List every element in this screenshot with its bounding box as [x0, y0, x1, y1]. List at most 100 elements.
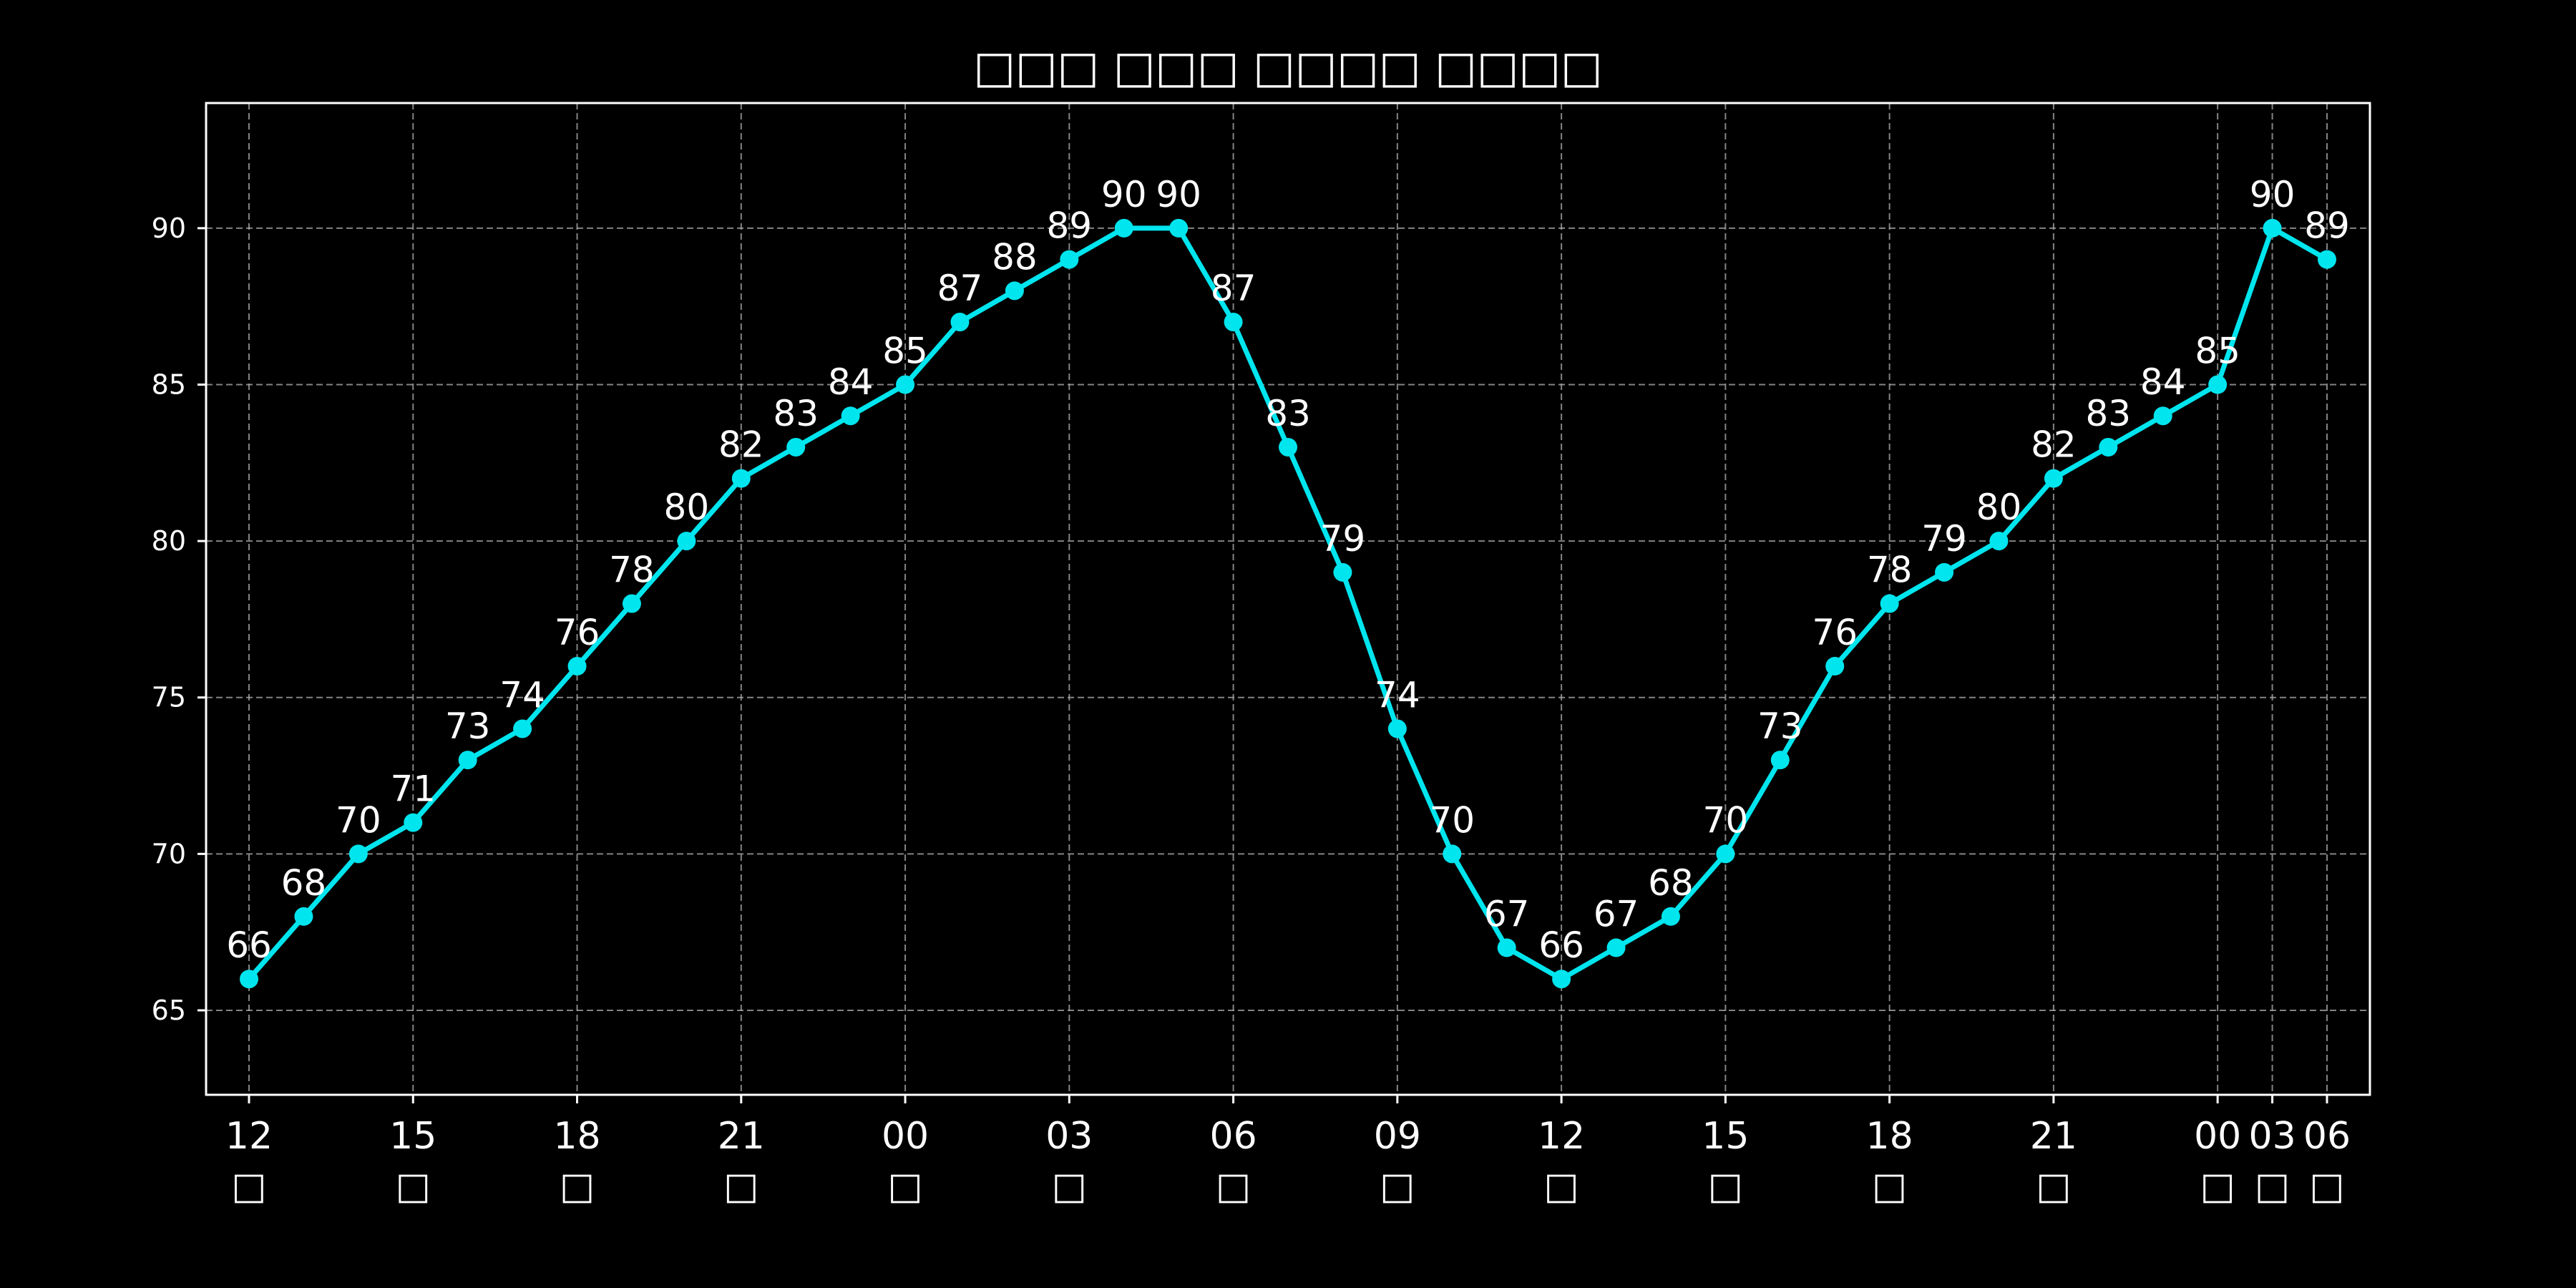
x-tick-day: □: [887, 1165, 922, 1208]
data-label: 73: [1757, 706, 1803, 747]
data-label: 68: [1648, 862, 1694, 904]
data-point: [1005, 281, 1024, 301]
x-tick-day: □: [2200, 1165, 2235, 1208]
data-point: [567, 657, 587, 676]
data-point: [841, 406, 860, 426]
data-label: 90: [1156, 174, 1201, 215]
x-tick-day: □: [396, 1165, 431, 1208]
data-label: 83: [2086, 393, 2132, 434]
data-label: 66: [226, 924, 272, 966]
data-label: 78: [609, 550, 655, 591]
y-tick-label: 90: [152, 213, 186, 244]
data-label: 83: [1265, 393, 1311, 434]
data-label: 80: [664, 487, 710, 528]
data-point: [2208, 375, 2228, 394]
data-point: [294, 907, 313, 926]
x-tick-day: □: [1872, 1165, 1907, 1208]
data-label: 67: [1484, 894, 1530, 935]
x-tick-hour: 21: [718, 1115, 765, 1158]
y-tick-label: 80: [152, 525, 186, 557]
y-tick-label: 65: [152, 995, 186, 1026]
series-temperature: [240, 218, 2336, 989]
data-label: 90: [2250, 174, 2296, 215]
x-tick-hour: 03: [2248, 1115, 2296, 1158]
data-label: 85: [882, 331, 928, 372]
x-tick-day: □: [231, 1165, 266, 1208]
series-line: [247, 225, 2328, 982]
data-point: [1935, 562, 1954, 582]
x-tick-hour: 15: [389, 1115, 436, 1158]
x-tick-day: □: [2255, 1165, 2290, 1208]
data-label: 76: [1812, 612, 1858, 653]
data-label: 84: [2140, 361, 2186, 403]
data-label: 78: [1867, 550, 1913, 591]
data-point: [1770, 751, 1790, 770]
data-point: [2318, 250, 2336, 269]
y-tick-label: 70: [152, 838, 186, 869]
data-label: 89: [1047, 205, 1093, 247]
data-point: [1606, 938, 1626, 957]
data-point: [2153, 406, 2172, 426]
data-point: [1989, 532, 2009, 551]
data-label: 71: [390, 769, 436, 810]
data-point: [1552, 970, 1571, 989]
y-axis: 65 70 75 80 85 90: [152, 213, 206, 1026]
data-label: 87: [1211, 268, 1257, 309]
data-point: [1169, 218, 1189, 238]
x-tick-hour: 12: [1538, 1115, 1585, 1158]
data-point: [1279, 437, 1297, 457]
data-label: 89: [2304, 205, 2350, 247]
data-label: 90: [1101, 174, 1147, 215]
data-label: 70: [1429, 799, 1475, 841]
x-tick-hour: 03: [1045, 1115, 1093, 1158]
x-tick-day: □: [723, 1165, 758, 1208]
x-tick-hour: 12: [225, 1115, 273, 1158]
data-point: [1497, 938, 1516, 957]
data-label: 73: [445, 706, 491, 747]
data-label: 88: [992, 236, 1038, 278]
x-tick-hour: 21: [2030, 1115, 2077, 1158]
data-point: [513, 719, 532, 738]
data-label: 82: [2031, 424, 2077, 466]
data-label: 80: [1976, 487, 2022, 528]
data-point: [1224, 313, 1243, 332]
x-tick-day: □: [1216, 1165, 1251, 1208]
data-point: [1880, 594, 1899, 613]
data-label: 67: [1594, 894, 1639, 935]
data-label: 70: [336, 799, 381, 841]
data-point: [950, 313, 970, 332]
data-point: [1443, 844, 1462, 864]
data-label: 84: [828, 361, 874, 403]
data-point: [896, 375, 915, 394]
data-point: [1716, 844, 1735, 864]
data-point: [1060, 250, 1079, 269]
data-label: 82: [718, 424, 764, 466]
data-label: 87: [937, 268, 983, 309]
x-tick-day: □: [2309, 1165, 2344, 1208]
data-point: [1387, 719, 1407, 738]
data-point: [1825, 657, 1845, 676]
x-tick-day: □: [1708, 1165, 1743, 1208]
x-tick-day: □: [1380, 1165, 1415, 1208]
data-label: 85: [2195, 331, 2240, 372]
chart-title: □□□ □□□ □□□□ □□□□: [973, 41, 1602, 93]
x-tick-hour: 15: [1702, 1115, 1749, 1158]
data-point: [677, 532, 696, 551]
y-tick-label: 85: [152, 369, 186, 401]
x-tick-day: □: [560, 1165, 595, 1208]
x-tick-hour: 00: [882, 1115, 929, 1158]
x-tick-day: □: [1052, 1165, 1087, 1208]
x-tick-hour: 06: [1209, 1115, 1257, 1158]
data-point: [1333, 562, 1352, 582]
data-label: 68: [281, 862, 327, 904]
x-tick-hour: 18: [1866, 1115, 1913, 1158]
data-point: [1114, 218, 1133, 238]
data-label: 79: [1320, 518, 1366, 560]
data-label: 70: [1703, 799, 1749, 841]
data-label: 83: [773, 393, 819, 434]
data-label: 74: [1375, 674, 1420, 716]
y-tick-label: 75: [152, 682, 186, 713]
x-tick-hour: 09: [1374, 1115, 1421, 1158]
